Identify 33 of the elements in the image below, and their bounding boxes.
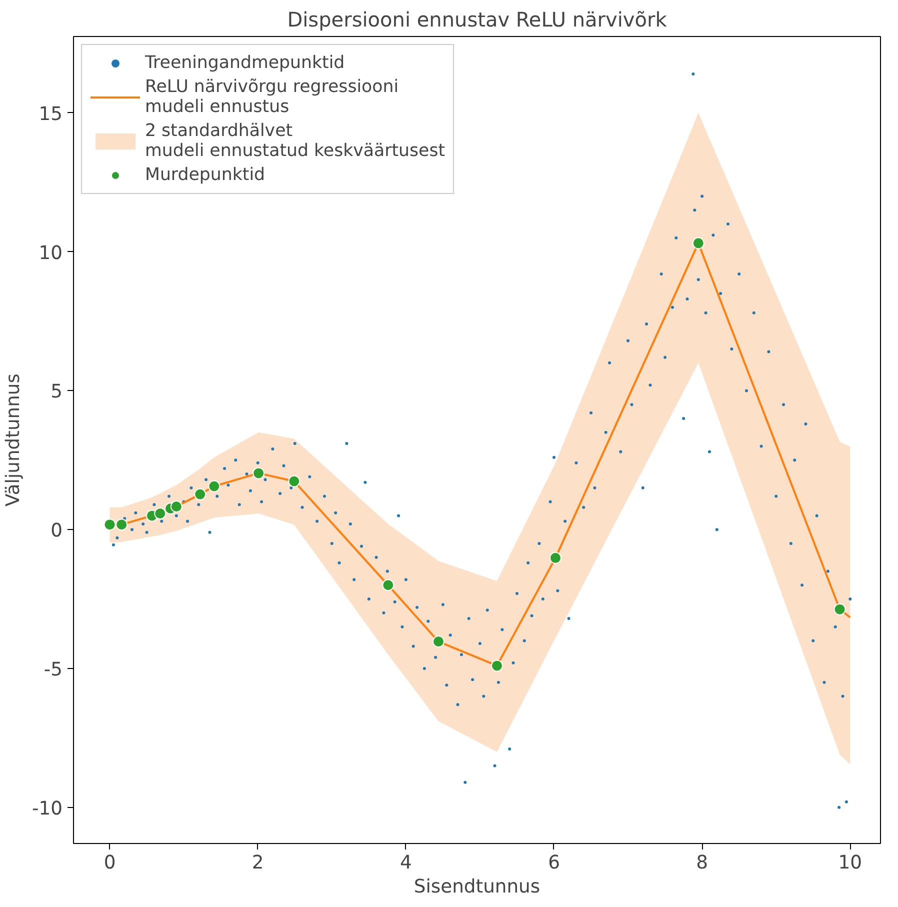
point xyxy=(208,480,220,492)
point xyxy=(490,660,503,672)
y-tick-label: -5 xyxy=(44,659,63,680)
point xyxy=(382,579,394,592)
x-tick-label: 4 xyxy=(400,852,412,874)
point xyxy=(170,500,182,513)
point xyxy=(154,507,166,520)
x-tick-label: 2 xyxy=(252,852,264,874)
legend-label: 2 standardhälvet mudeli ennustatud keskväärtusest xyxy=(145,121,446,161)
legend-label: Murdepunktid xyxy=(145,165,266,185)
x-axis-title: Sisendtunnus xyxy=(414,876,540,898)
chart-title: Dispersiooni ennustav ReLU närvivõrk xyxy=(287,8,668,32)
x-tick-label: 6 xyxy=(548,852,560,874)
y-axis-title: Väljundtunnus xyxy=(3,374,24,506)
y-tick-label: 5 xyxy=(50,382,63,403)
point xyxy=(834,603,846,616)
point xyxy=(288,475,300,488)
x-tick-label: 0 xyxy=(104,852,116,874)
point xyxy=(549,552,562,564)
point xyxy=(104,518,116,531)
point xyxy=(692,237,704,250)
x-tick-label: 10 xyxy=(838,852,862,874)
x-tick-label: 8 xyxy=(696,852,708,874)
y-tick-label: 10 xyxy=(38,242,63,264)
y-tick-label: -10 xyxy=(32,798,63,820)
point xyxy=(252,467,265,480)
point xyxy=(194,488,206,500)
y-tick-label: 0 xyxy=(50,520,63,542)
legend-label: ReLU närvivõrgu regressiooni mudeli ennustus xyxy=(145,77,399,117)
legend-label: Treeningandmepunktid xyxy=(145,53,345,73)
y-tick-label: 15 xyxy=(38,104,63,125)
point xyxy=(432,636,444,648)
point xyxy=(116,518,128,531)
